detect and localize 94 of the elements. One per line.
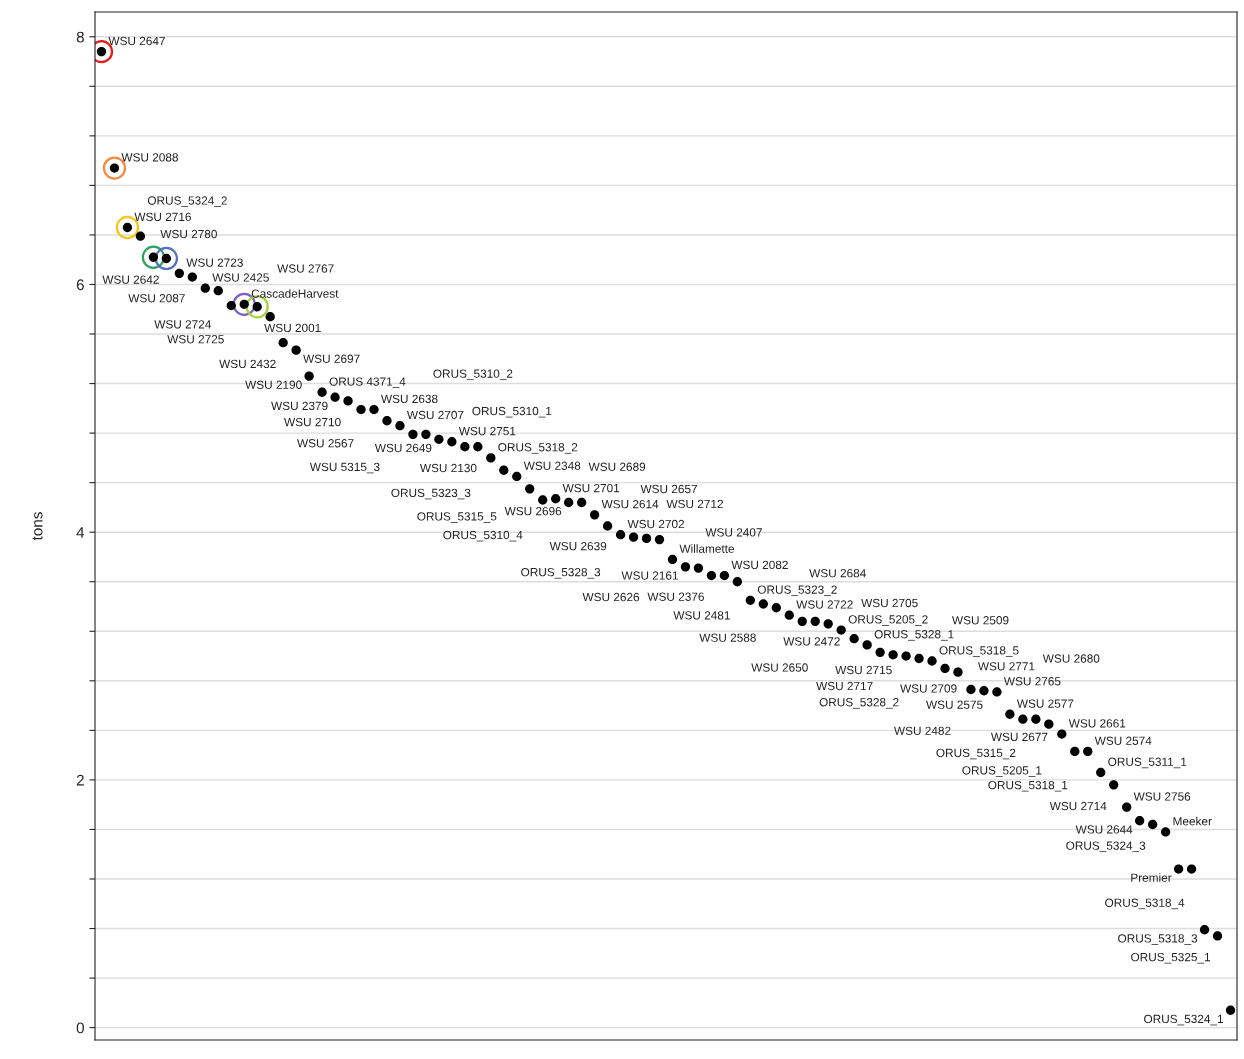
text: ORUS_5318_1 [988, 780, 1068, 792]
text: WSU 2702 [627, 519, 685, 529]
text: WSU 2647 [108, 36, 165, 46]
text: WSU 2716 [134, 212, 191, 222]
text: ORUS_5318_3 [1118, 934, 1198, 945]
text: ORUS_5324_1 [1144, 1014, 1223, 1026]
text: WSU 2657 [640, 484, 697, 494]
text: WSU 2715 [835, 665, 892, 675]
y-tick-label: 2 [76, 774, 84, 786]
text: ORUS_5323_3 [391, 488, 471, 500]
text: ORUS_5315_2 [936, 748, 1016, 760]
text: WSU 2649 [374, 443, 432, 453]
text: WSU 2756 [1133, 792, 1191, 801]
text: WSU 2574 [1094, 736, 1152, 745]
text: WSU 2661 [1068, 719, 1126, 728]
text: WSU 2348 [523, 461, 581, 470]
text: WSU 2190 [245, 380, 302, 389]
text: WSU 2472 [783, 637, 840, 646]
text: ORUS 4371_4 [329, 377, 406, 388]
text: WSU 2376 [647, 592, 704, 601]
text: WSU 2712 [666, 499, 723, 509]
text: WSU 5315_3 [309, 462, 380, 474]
text: WSU 2767 [277, 264, 334, 273]
text: WSU 2088 [121, 153, 178, 162]
text: ORUS_5205_1 [962, 766, 1042, 777]
text: WSU 2638 [381, 394, 438, 404]
text: WSU 2425 [212, 273, 269, 282]
text: ORUS_5318_5 [939, 646, 1019, 657]
text: ORUS_5310_4 [443, 530, 523, 542]
text: WSU 2588 [699, 633, 756, 642]
text: ORUS_5310_1 [472, 406, 552, 418]
text: WSU 2701 [562, 483, 620, 493]
text: WSU 2780 [160, 229, 217, 239]
text: Meeker [1173, 816, 1212, 826]
y-tick-label: 6 [76, 279, 84, 291]
text: WSU 2614 [601, 499, 659, 509]
text: WSU 2575 [926, 700, 983, 709]
text: WSU 2689 [588, 462, 646, 471]
text: ORUS_5328_1 [874, 630, 954, 641]
text: WSU 2432 [219, 359, 276, 369]
text: WSU 2481 [673, 611, 730, 620]
text: WSU 2082 [731, 560, 788, 570]
text: WSU 2723 [186, 258, 243, 267]
y-axis-title: tons [32, 512, 43, 541]
text: WSU 2751 [458, 426, 516, 436]
text: ORUS_5318_4 [1105, 898, 1185, 910]
text: WSU 2771 [977, 662, 1035, 671]
text: Premier [1131, 873, 1172, 882]
text: WSU 2725 [167, 335, 224, 344]
text: WSU 2626 [582, 592, 640, 602]
text: ORUS_5324_3 [1066, 841, 1146, 853]
text: WSU 2765 [1003, 677, 1061, 686]
text: WSU 2509 [952, 616, 1009, 625]
text: Willamette [679, 544, 735, 553]
text: CascadeHarvest [251, 289, 339, 298]
text: WSU 2650 [751, 663, 808, 672]
text: WSU 2161 [621, 571, 678, 580]
text: ORUS_5310_2 [433, 369, 513, 381]
text: ORUS_5325_1 [1131, 952, 1211, 964]
text: WSU 2639 [549, 541, 607, 551]
text: WSU 2677 [990, 732, 1048, 742]
text: WSU 2717 [816, 681, 873, 691]
text: WSU 2710 [284, 417, 341, 427]
y-tick-label: 0 [76, 1022, 84, 1034]
y-tick-label: 4 [76, 527, 85, 538]
text: ORUS_5315_5 [417, 512, 497, 523]
text: WSU 2705 [861, 598, 918, 608]
text: WSU 2642 [102, 275, 159, 284]
text: WSU 2644 [1075, 825, 1133, 834]
text: WSU 2724 [154, 320, 211, 329]
text: WSU 2407 [705, 528, 762, 537]
text: ORUS_5318_2 [498, 443, 578, 454]
text: WSU 2684 [809, 569, 866, 578]
text: WSU 2697 [303, 354, 360, 363]
text: WSU 2567 [297, 439, 354, 448]
text: ORUS_5323_2 [757, 585, 837, 597]
text: WSU 2714 [1049, 801, 1107, 811]
y-tick-label: 8 [76, 31, 84, 43]
text: ORUS_5324_2 [147, 196, 227, 207]
text: WSU 2709 [900, 684, 957, 693]
text: WSU 2707 [406, 410, 464, 420]
text: WSU 2696 [504, 506, 562, 516]
text: WSU 2482 [894, 726, 951, 735]
text: ORUS_5311_1 [1108, 757, 1187, 769]
text: ORUS_5328_2 [819, 698, 899, 709]
text: WSU 2087 [128, 294, 185, 303]
text: ORUS_5205_2 [848, 615, 928, 626]
text: WSU 2379 [271, 401, 328, 411]
text: WSU 2680 [1042, 654, 1100, 663]
text: WSU 2001 [264, 323, 321, 333]
text: ORUS_5328_3 [521, 567, 601, 579]
text: WSU 2722 [796, 600, 853, 609]
text: WSU 2130 [419, 463, 477, 473]
text: WSU 2577 [1016, 699, 1074, 708]
